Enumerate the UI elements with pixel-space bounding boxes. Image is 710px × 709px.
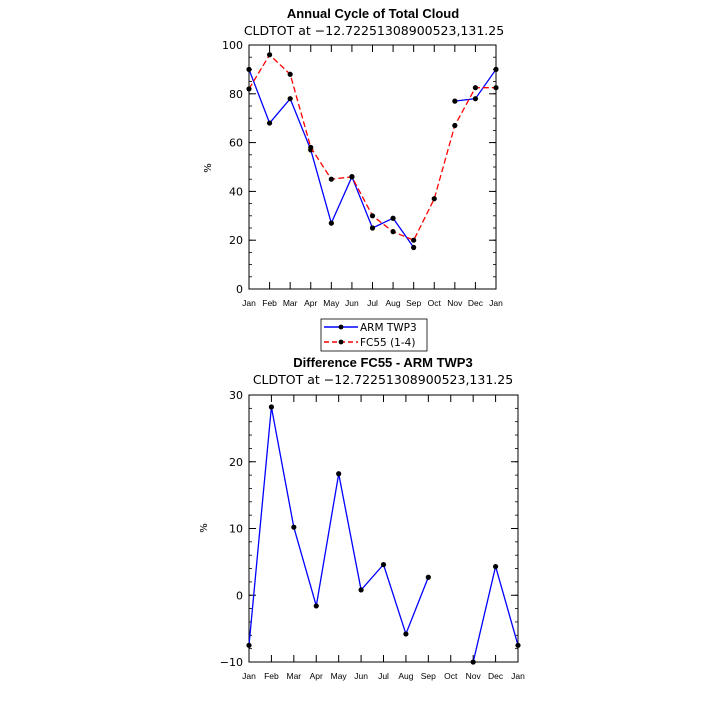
x-tick-label: Jan	[489, 298, 503, 308]
data-point	[493, 85, 499, 91]
x-tick-label: Jan	[242, 298, 256, 308]
data-point	[308, 144, 314, 151]
y-tick-label: 60	[229, 137, 243, 150]
data-point	[369, 225, 376, 231]
data-point	[328, 220, 334, 226]
data-point	[390, 229, 396, 235]
x-tick-label: Nov	[447, 298, 463, 308]
x-tick-label: Aug	[398, 671, 413, 681]
data-point	[268, 404, 275, 410]
data-point	[515, 642, 521, 648]
data-point	[492, 563, 499, 570]
plot-frame	[248, 44, 497, 290]
x-tick-label: Jul	[367, 298, 378, 308]
y-tick-label: 0	[236, 283, 243, 296]
legend-marker-arm	[338, 324, 344, 330]
x-tick-label: Dec	[488, 671, 504, 681]
x-tick-label: Sep	[421, 671, 436, 681]
data-point	[291, 524, 297, 530]
data-point	[431, 196, 437, 202]
legend-box	[320, 318, 428, 352]
chart-1-series	[246, 52, 499, 251]
data-point	[472, 85, 479, 91]
x-tick-label: Sep	[406, 298, 421, 308]
x-tick-label: Oct	[428, 298, 442, 308]
x-tick-label: Apr	[310, 671, 323, 681]
data-point	[313, 603, 319, 609]
data-point	[380, 561, 387, 568]
x-tick-label: Feb	[264, 671, 279, 681]
series-line-2	[248, 53, 496, 242]
chart-1-subtitle: CLDTOT at −12.72251308900523,131.25	[244, 23, 504, 38]
y-tick-label: 100	[222, 39, 243, 52]
x-tick-label: Dec	[468, 298, 484, 308]
x-tick-label: Nov	[466, 671, 482, 681]
data-point	[425, 574, 431, 580]
data-point	[246, 642, 252, 648]
chart-2-title: Difference FC55 - ARM TWP3	[293, 355, 472, 370]
chart-1-ylabel: %	[203, 163, 214, 173]
x-tick-label: May	[323, 298, 340, 308]
x-tick-label: Mar	[283, 298, 298, 308]
y-tick-label: 40	[229, 185, 243, 198]
x-tick-label: May	[331, 671, 348, 681]
x-tick-label: Mar	[287, 671, 302, 681]
data-point	[349, 174, 355, 180]
series-line-1	[472, 563, 519, 663]
plot-frame	[248, 394, 519, 663]
data-point	[287, 96, 293, 102]
data-point	[390, 215, 396, 221]
chart-1-title: Annual Cycle of Total Cloud	[287, 6, 459, 21]
x-tick-label: Jan	[242, 671, 256, 681]
x-tick-label: Aug	[386, 298, 401, 308]
y-tick-label: 30	[229, 389, 243, 402]
data-point	[472, 96, 479, 102]
data-point	[411, 237, 417, 243]
data-point	[493, 66, 499, 72]
chart-2-axes: −10 0 10 20 30 Jan Feb Mar Apr May Jun Jul Aug Sep Oct…	[220, 389, 525, 681]
data-point	[403, 631, 409, 637]
chart-difference: Difference FC55 - ARM TWP3 CLDTOT at −12…	[199, 355, 525, 681]
y-tick-label: 80	[229, 88, 243, 101]
data-point	[411, 244, 417, 251]
y-tick-label: 20	[229, 456, 243, 469]
x-tick-label: Jun	[354, 671, 368, 681]
y-tick-label: 20	[229, 234, 243, 247]
data-point	[246, 66, 252, 72]
x-tick-label: Feb	[262, 298, 277, 308]
x-tick-label: Jan	[511, 671, 525, 681]
data-point	[266, 52, 273, 58]
x-tick-label: Jun	[345, 298, 359, 308]
chart-1-legend: ARM TWP3 FC55 (1-4)	[320, 318, 428, 352]
legend-label-fc55: FC55 (1-4)	[360, 337, 415, 349]
data-point	[246, 86, 252, 92]
data-point	[328, 176, 334, 182]
data-point	[470, 659, 476, 665]
x-tick-label: Jul	[378, 671, 389, 681]
data-point	[287, 71, 293, 77]
chart-2-series	[246, 404, 521, 665]
data-point	[452, 122, 458, 129]
legend-marker-fc55	[338, 339, 344, 345]
chart-2-subtitle: CLDTOT at −12.72251308900523,131.25	[253, 372, 513, 387]
y-tick-label: −10	[220, 656, 243, 669]
data-point	[452, 98, 458, 104]
x-tick-label: Oct	[444, 671, 458, 681]
chart-1-axes: 0 20 40 60 80 100 Jan Feb Mar Apr May Jun Jul Aug Sep O…	[222, 39, 503, 308]
data-point	[336, 471, 342, 477]
data-point	[266, 120, 273, 126]
y-tick-label: 10	[229, 523, 243, 536]
data-point	[369, 213, 376, 219]
series-line-1	[248, 406, 429, 646]
chart-2-ylabel: %	[199, 523, 210, 533]
chart-annual-cycle: Annual Cycle of Total Cloud CLDTOT at −1…	[203, 6, 504, 352]
y-tick-label: 0	[236, 589, 243, 602]
data-point	[358, 587, 364, 593]
legend-label-arm: ARM TWP3	[360, 322, 417, 334]
x-tick-label: Apr	[304, 298, 317, 308]
